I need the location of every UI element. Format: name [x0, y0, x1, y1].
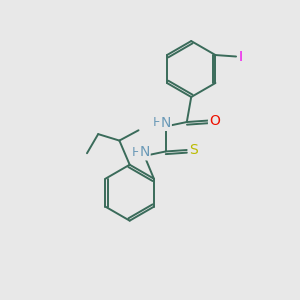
Text: N: N	[139, 146, 150, 159]
Text: I: I	[238, 50, 242, 64]
Text: H: H	[153, 116, 162, 129]
Text: S: S	[189, 143, 198, 157]
Text: N: N	[160, 116, 171, 130]
Text: O: O	[209, 114, 220, 128]
Text: H: H	[131, 146, 141, 159]
